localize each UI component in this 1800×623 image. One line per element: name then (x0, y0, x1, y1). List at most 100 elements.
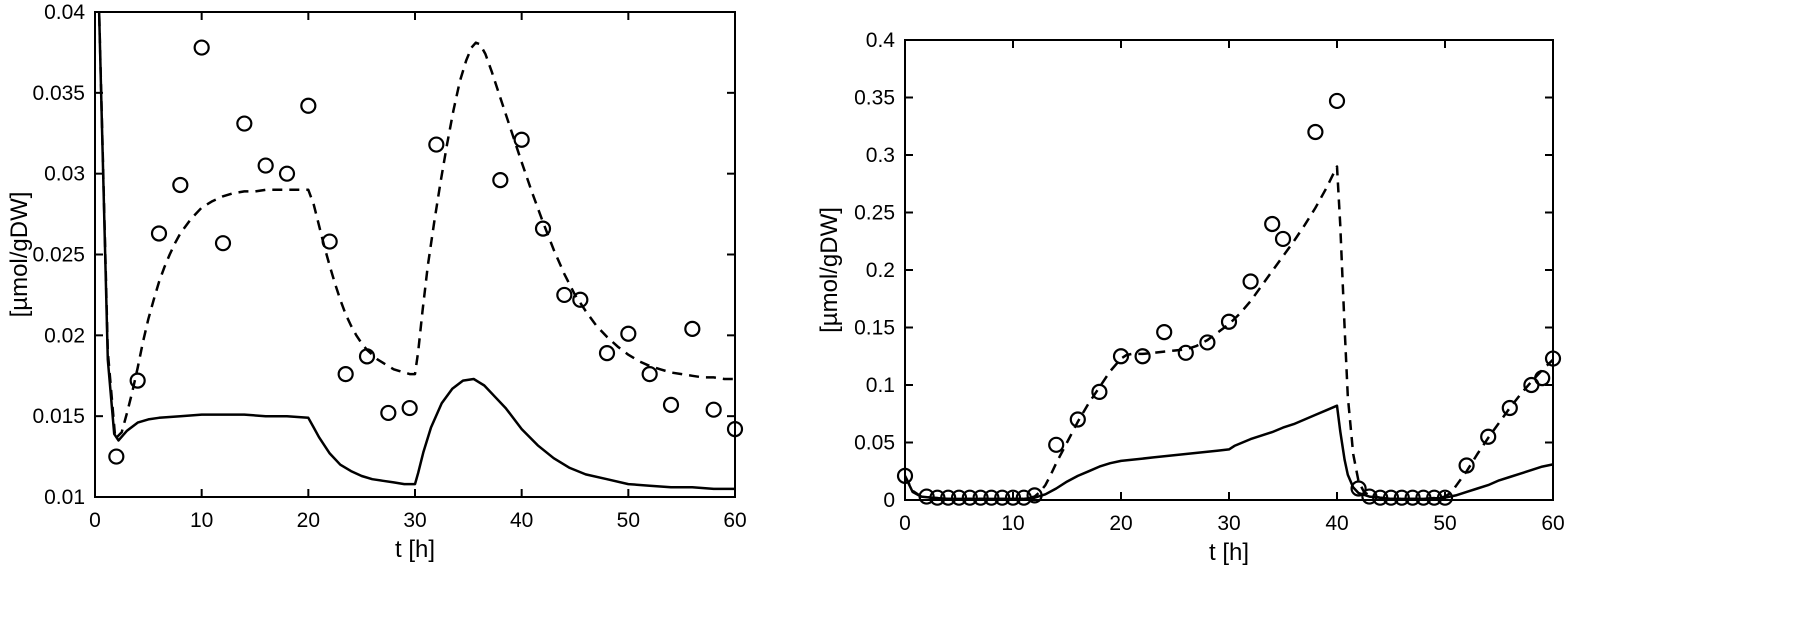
data-point-marker (257, 157, 274, 174)
data-point-marker (401, 399, 418, 417)
data-point-marker (684, 320, 701, 337)
axes-box (94, 11, 736, 498)
y-tick-label: 0.15 (854, 317, 895, 340)
data-point-marker (1069, 411, 1086, 428)
data-point-marker (321, 233, 338, 250)
data-point-marker (129, 372, 146, 389)
data-point-marker (1415, 489, 1432, 506)
x-tick-label: 30 (1217, 512, 1240, 535)
y-tick-label: 0.1 (866, 374, 895, 397)
data-point-marker (214, 235, 232, 252)
x-tick-label: 60 (1541, 512, 1564, 535)
data-point-marker (1091, 383, 1108, 400)
data-point-marker (620, 325, 637, 342)
data-point-marker (1350, 480, 1367, 497)
data-point-marker (929, 489, 946, 506)
data-point-marker (278, 165, 296, 182)
data-point-marker (193, 39, 210, 56)
data-point-marker (1426, 489, 1443, 506)
data-point-marker (1393, 489, 1410, 506)
chart-left: 0 10 20 30 40 50 60 0.01 0.015 0.02 0.025 0.03 0.035… (0, 0, 800, 618)
tick-marks (904, 39, 1554, 501)
y-tick-label: 0.01 (44, 486, 85, 509)
data-point-marker (1177, 344, 1194, 361)
y-tick-label: 0.04 (44, 1, 85, 24)
data-point-marker (641, 366, 658, 383)
data-point-marker (1264, 215, 1281, 233)
data-point-marker (172, 176, 189, 194)
data-point-marker (1015, 489, 1032, 506)
series-model-solid-line (97, 11, 735, 491)
data-point-marker (1382, 489, 1400, 506)
data-point-marker (705, 401, 722, 418)
x-tick-label: 40 (1325, 512, 1348, 535)
data-point-marker (662, 396, 680, 413)
data-point-marker (572, 291, 589, 308)
plot-svg-0: 0 10 20 30 40 50 60 0.01 0.015 0.02 0.025 0.03 0.035… (6, 1, 747, 563)
y-tick-label: 0.03 (44, 163, 85, 186)
series-observations (108, 39, 744, 465)
data-point-marker (950, 489, 968, 506)
data-point-marker (150, 225, 168, 242)
data-point-marker (428, 136, 445, 153)
x-tick-label: 50 (617, 509, 640, 532)
data-point-marker (556, 286, 573, 304)
data-point-marker (1274, 230, 1292, 248)
data-point-marker (1361, 488, 1378, 505)
data-point-marker (1048, 436, 1065, 453)
data-point-marker (1134, 348, 1151, 365)
x-tick-label: 40 (510, 509, 533, 532)
data-point-marker (1328, 92, 1346, 110)
series-observations (896, 92, 1562, 506)
y-tick-label: 0.3 (866, 144, 895, 167)
data-point-marker (1307, 123, 1324, 141)
x-tick-label: 10 (190, 509, 213, 532)
data-point-marker (1372, 489, 1389, 506)
data-point-marker (300, 97, 317, 114)
data-point-marker (534, 220, 552, 237)
data-point-marker (1458, 457, 1475, 474)
y-tick-label: 0.35 (854, 87, 895, 110)
x-tick-label: 0 (89, 509, 101, 532)
data-point-marker (1199, 334, 1216, 351)
data-point-marker (940, 489, 957, 506)
data-point-marker (1242, 273, 1259, 290)
tick-marks (94, 11, 736, 498)
y-tick-label: 0.035 (32, 82, 85, 105)
data-point-marker (492, 172, 509, 189)
x-axis-label: t [h] (1209, 539, 1249, 566)
data-point-marker (1156, 324, 1173, 341)
y-tick-label: 0.4 (866, 29, 896, 52)
data-point-marker (358, 348, 376, 365)
data-point-marker (983, 489, 1000, 506)
data-point-marker (1436, 489, 1454, 506)
y-tick-label: 0.025 (32, 244, 85, 267)
data-point-marker (994, 489, 1011, 506)
chart-right: 0 10 20 30 40 50 60 0 0.05 0.1 0.15 0.2 0.25 0.3 0.35 0… (800, 0, 1800, 618)
data-point-marker (1404, 489, 1421, 506)
series-model-dashed-line (97, 11, 735, 441)
x-tick-label: 20 (297, 509, 320, 532)
x-tick-label: 10 (1001, 512, 1024, 535)
y-tick-label: 0 (883, 489, 895, 512)
data-point-marker (1112, 348, 1130, 365)
x-tick-label: 20 (1109, 512, 1132, 535)
data-point-marker (961, 489, 978, 506)
data-point-marker (1220, 313, 1238, 330)
series-model-solid-line (904, 404, 1554, 501)
data-point-marker (1501, 399, 1518, 417)
y-axis-label: [µmol/gDW] (816, 207, 843, 333)
x-tick-label: 50 (1433, 512, 1456, 535)
axes-box (904, 39, 1554, 501)
x-tick-label: 60 (723, 509, 746, 532)
plot-svg-1: 0 10 20 30 40 50 60 0 0.05 0.1 0.15 0.2 0.25 0.3 0.35 0… (816, 29, 1565, 566)
data-point-marker (1534, 370, 1551, 387)
data-point-marker (1004, 489, 1022, 506)
x-axis-label: t [h] (395, 536, 435, 563)
y-tick-label: 0.015 (32, 405, 85, 428)
data-point-marker (972, 489, 989, 506)
data-point-marker (380, 404, 397, 422)
data-point-marker (337, 366, 354, 383)
data-point-marker (1480, 428, 1497, 445)
